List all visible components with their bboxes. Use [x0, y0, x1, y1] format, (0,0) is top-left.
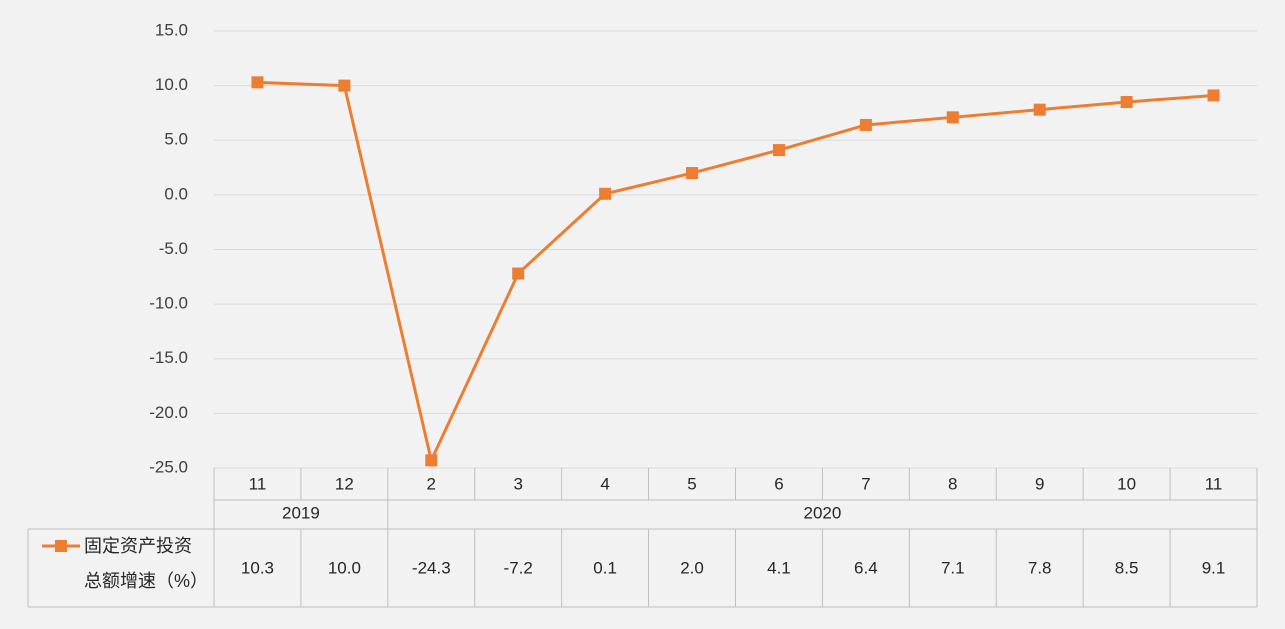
- data-value-label: 2.0: [680, 558, 704, 577]
- data-value-label: 6.4: [854, 558, 878, 577]
- x-tick-label: 2: [427, 474, 436, 493]
- data-point-marker: [859, 118, 872, 131]
- x-tick-label: 8: [948, 474, 957, 493]
- data-value-label: 10.3: [241, 558, 274, 577]
- data-value-label: -7.2: [504, 558, 533, 577]
- data-point-marker: [772, 144, 785, 157]
- legend-marker: [55, 540, 67, 552]
- x-tick-label: 4: [600, 474, 609, 493]
- x-group-label: 2020: [804, 503, 842, 522]
- data-value-label: 8.5: [1115, 558, 1139, 577]
- data-point-marker: [512, 267, 525, 280]
- data-value-label: 4.1: [767, 558, 791, 577]
- x-group-label: 2019: [282, 503, 320, 522]
- y-tick-label: -20.0: [149, 403, 188, 422]
- data-point-marker: [251, 76, 264, 89]
- series-line-group: [251, 76, 1220, 467]
- y-tick-label: 15.0: [155, 20, 188, 39]
- data-point-marker: [338, 79, 351, 92]
- y-tick-label: -25.0: [149, 457, 188, 476]
- gridlines: [214, 30, 1257, 469]
- y-tick-label: -10.0: [149, 294, 188, 313]
- y-tick-label: 5.0: [164, 130, 188, 149]
- legend: 固定资产投资 总额增速（%）: [42, 536, 208, 591]
- data-value-label: 9.1: [1202, 558, 1226, 577]
- data-value-label: 10.0: [328, 558, 361, 577]
- x-tick-label: 11: [1205, 474, 1223, 493]
- series-line: [257, 80, 1214, 462]
- x-tick-label: 11: [249, 474, 267, 493]
- data-value-label: -24.3: [412, 558, 451, 577]
- y-tick-label: 0.0: [164, 184, 188, 203]
- data-value-label: 7.8: [1028, 558, 1052, 577]
- data-value-label: 7.1: [941, 558, 965, 577]
- x-tick-label: 7: [861, 474, 870, 493]
- x-tick-label: 5: [687, 474, 696, 493]
- x-tick-label: 6: [774, 474, 783, 493]
- x-tick-label: 3: [513, 474, 522, 493]
- data-point-marker: [599, 187, 612, 200]
- data-point-marker: [946, 111, 959, 124]
- y-tick-label: -15.0: [149, 348, 188, 367]
- data-point-marker: [425, 454, 438, 467]
- legend-label-line-2: 总额增速（%）: [84, 571, 208, 591]
- data-point-marker: [1120, 96, 1133, 109]
- x-tick-label: 9: [1035, 474, 1044, 493]
- data-point-marker: [686, 167, 699, 180]
- x-tick-label: 12: [335, 474, 354, 493]
- y-axis-ticks: 15.0 10.0 5.0 0.0 -5.0 -10.0 -15.0 -20.0 -25.0: [149, 20, 188, 476]
- y-tick-label: 10.0: [155, 75, 188, 94]
- data-value-label: 0.1: [593, 558, 617, 577]
- data-point-marker: [1207, 89, 1220, 102]
- legend-label-line-1: 固定资产投资: [84, 536, 192, 556]
- data-point-marker: [1033, 103, 1046, 116]
- y-tick-label: -5.0: [159, 239, 188, 258]
- data-table: 11 12 2 3 4 5 6 7 8 9 10 11 2019 2020 10.3 10.0 -24.3 -7.…: [27, 468, 1258, 608]
- x-tick-label: 10: [1117, 474, 1136, 493]
